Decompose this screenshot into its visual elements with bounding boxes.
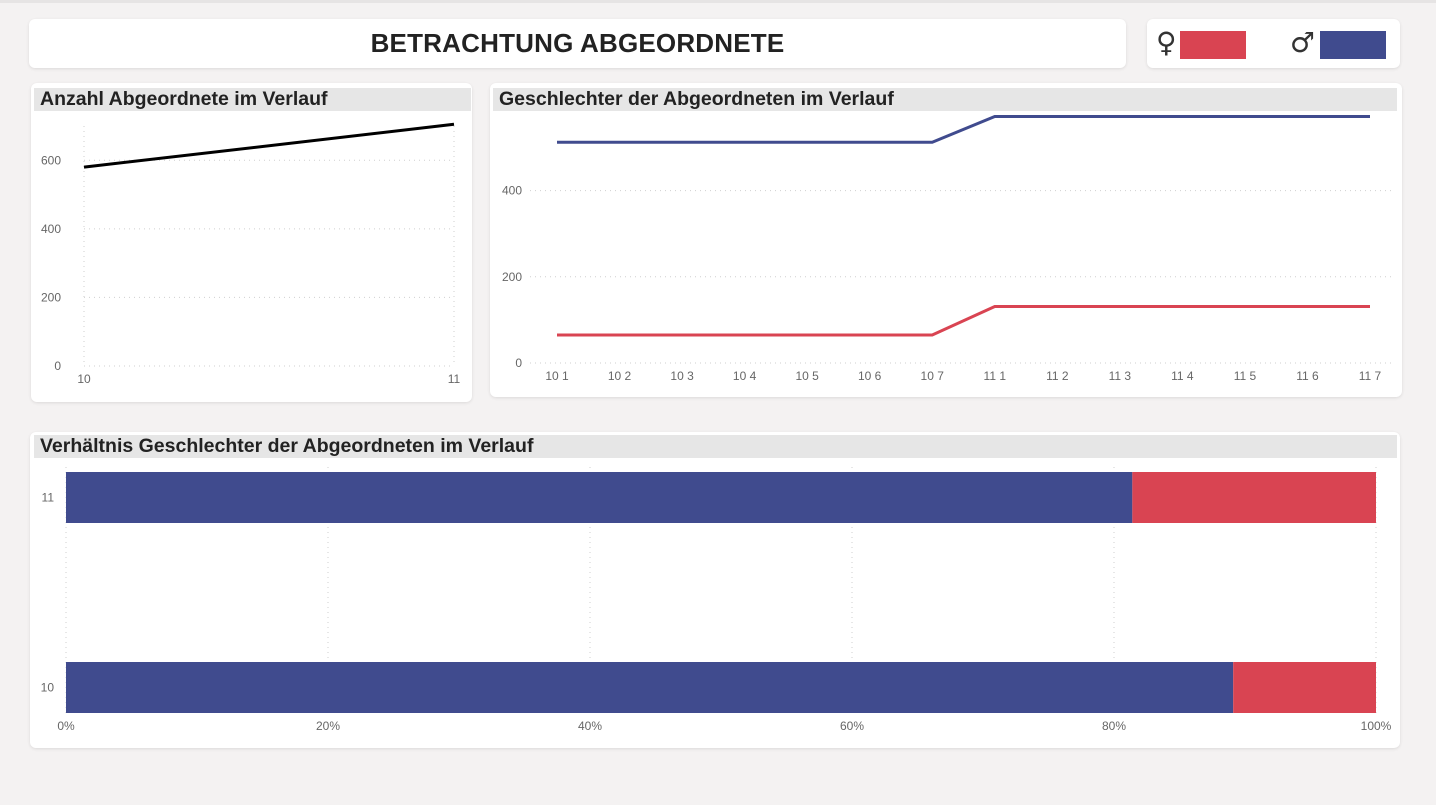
series-line: [557, 114, 1370, 144]
x-tick-label: 11 4: [1171, 369, 1194, 383]
total-count-chart: 0 200 400 600 10 11: [41, 122, 461, 386]
x-tick-label: 10 2: [608, 369, 632, 383]
female-symbol-icon: ♀: [1156, 26, 1177, 59]
gender-trend-chart-card: Geschlechter der Abgeordneten im Verlauf…: [490, 83, 1402, 397]
bar-segment: [66, 472, 1133, 523]
gender-ratio-chart: 0% 20% 40% 60% 80% 100% 11 10: [41, 467, 1392, 733]
female-color-swatch: [1180, 31, 1246, 59]
y-tick-label: 200: [41, 290, 61, 304]
y-tick-label: 200: [502, 270, 522, 284]
y-tick-label: 0: [515, 356, 522, 370]
x-tick-label: 10 4: [733, 369, 757, 383]
y-tick-label: 10: [41, 681, 55, 695]
x-tick-label: 20%: [316, 719, 340, 733]
x-tick-label: 10 5: [795, 369, 819, 383]
x-tick-label: 11 1: [984, 369, 1007, 383]
x-tick-label: 100%: [1361, 719, 1392, 733]
title-card: BETRACHTUNG ABGEORDNETE: [29, 19, 1126, 68]
x-tick-label: 10 3: [670, 369, 694, 383]
x-tick-label: 11 6: [1296, 369, 1319, 383]
gender-legend: ♀ ♂: [1147, 19, 1400, 68]
y-tick-label: 400: [502, 184, 522, 198]
y-tick-label: 0: [54, 359, 61, 373]
x-tick-label: 60%: [840, 719, 864, 733]
y-tick-label: 11: [42, 491, 55, 505]
series-line: [83, 122, 455, 169]
chart-title: Anzahl Abgeordnete im Verlauf: [34, 88, 471, 111]
male-color-swatch: [1320, 31, 1386, 59]
y-tick-label: 600: [41, 153, 61, 167]
series-line: [557, 305, 1370, 337]
x-tick-label: 10 6: [858, 369, 882, 383]
chart-title: Verhältnis Geschlechter der Abgeordneten…: [34, 435, 1397, 458]
top-border: [0, 0, 1436, 3]
x-tick-label: 10: [77, 372, 91, 386]
x-tick-label: 40%: [578, 719, 602, 733]
y-tick-label: 400: [41, 222, 61, 236]
x-tick-label: 11 7: [1359, 369, 1382, 383]
x-tick-label: 10 1: [545, 369, 569, 383]
x-tick-label: 11 5: [1234, 369, 1257, 383]
bar-segment: [1132, 472, 1376, 523]
x-tick-label: 11: [448, 372, 461, 386]
x-tick-label: 0%: [57, 719, 75, 733]
x-tick-label: 80%: [1102, 719, 1126, 733]
x-tick-label: 11 2: [1046, 369, 1069, 383]
x-tick-label: 10 7: [921, 369, 945, 383]
x-tick-label: 11 3: [1109, 369, 1132, 383]
male-symbol-icon: ♂: [1290, 26, 1316, 59]
bar-segment: [1233, 662, 1376, 713]
gender-trend-chart: 0 200 400 10 1 10 2 10 3 10 4 10 5 10 6 10 7 11 1 1…: [502, 114, 1392, 383]
page-title: BETRACHTUNG ABGEORDNETE: [370, 28, 785, 58]
total-count-chart-card: Anzahl Abgeordnete im Verlauf 0 200 400 600…: [31, 83, 472, 402]
gender-ratio-chart-card: Verhältnis Geschlechter der Abgeordneten…: [30, 432, 1400, 748]
bar-segment: [66, 662, 1234, 713]
chart-title: Geschlechter der Abgeordneten im Verlauf: [493, 88, 1397, 111]
